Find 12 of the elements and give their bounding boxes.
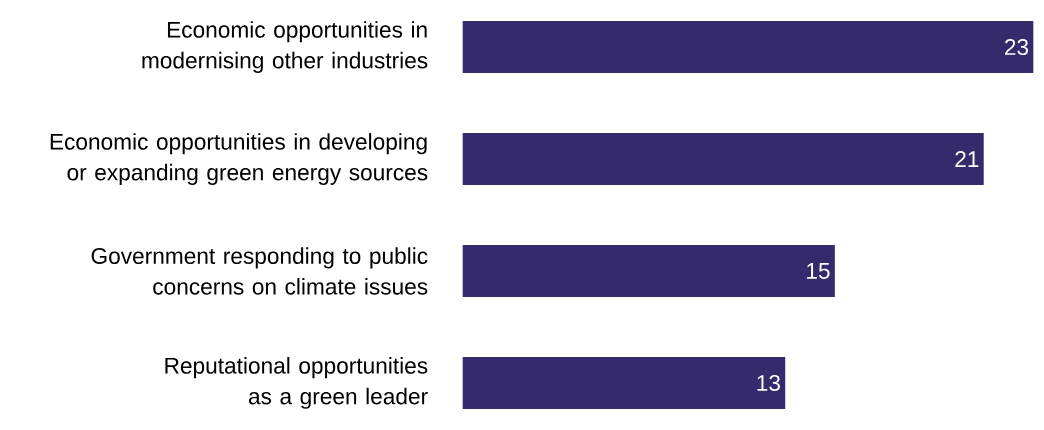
- y-tick-label: Economic opportunities in modernising other industries: [142, 21, 428, 73]
- bar: [462, 133, 984, 186]
- data-label: 15: [807, 263, 830, 279]
- bar: [462, 21, 1034, 74]
- data-label: 21: [955, 151, 979, 167]
- y-tick-label: Reputational opportunities as a green leader: [165, 357, 428, 409]
- data-label: 23: [1005, 39, 1029, 56]
- y-tick-label: Government responding to public concerns on climate issues: [91, 247, 428, 295]
- data-label: 13: [757, 374, 780, 392]
- bar: [462, 244, 835, 297]
- y-tick-label: Economic opportunities in developing or expanding green energy sources: [50, 133, 428, 185]
- bar: [462, 356, 786, 409]
